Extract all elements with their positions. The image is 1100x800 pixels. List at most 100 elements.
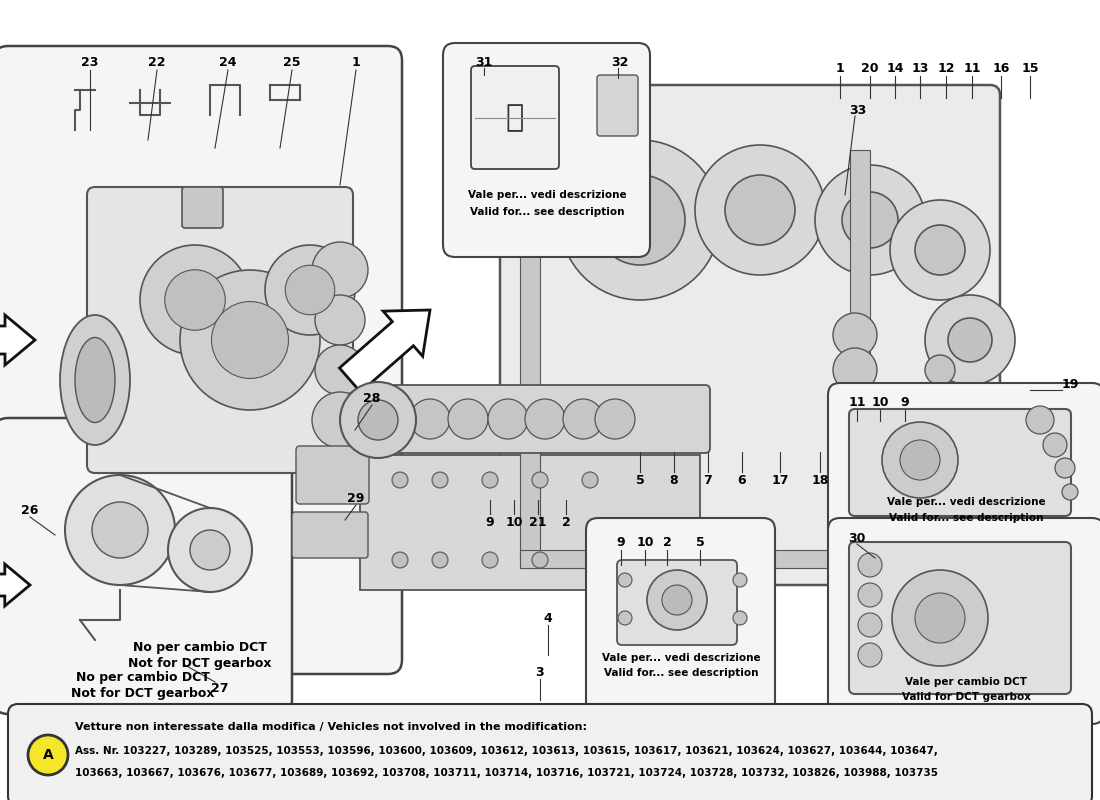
Circle shape (618, 611, 632, 625)
Circle shape (858, 583, 882, 607)
Text: 4: 4 (543, 611, 552, 625)
Circle shape (925, 355, 955, 385)
Text: 2: 2 (562, 515, 571, 529)
Text: 24: 24 (219, 55, 236, 69)
Circle shape (448, 399, 488, 439)
Bar (850, 150, 870, 550)
Circle shape (815, 165, 925, 275)
Circle shape (563, 399, 603, 439)
Circle shape (285, 266, 334, 314)
FancyBboxPatch shape (370, 385, 710, 453)
Circle shape (858, 553, 882, 577)
Text: Valid for... see description: Valid for... see description (470, 207, 625, 217)
Circle shape (695, 145, 825, 275)
Circle shape (915, 225, 965, 275)
Text: 30: 30 (848, 531, 866, 545)
Polygon shape (0, 564, 30, 606)
Circle shape (948, 318, 992, 362)
Circle shape (168, 508, 252, 592)
Circle shape (833, 383, 877, 427)
Text: 1: 1 (836, 62, 845, 74)
Circle shape (618, 573, 632, 587)
Text: 10: 10 (505, 515, 522, 529)
Text: 14: 14 (887, 62, 904, 74)
Text: Not for DCT gearbox: Not for DCT gearbox (72, 686, 214, 699)
Text: 9: 9 (617, 537, 625, 550)
Circle shape (977, 437, 993, 453)
Circle shape (140, 245, 250, 355)
Circle shape (733, 611, 747, 625)
Ellipse shape (60, 315, 130, 445)
Text: 2: 2 (662, 537, 671, 550)
Circle shape (662, 585, 692, 615)
Text: 33: 33 (849, 103, 867, 117)
Circle shape (925, 295, 1015, 385)
Text: 17: 17 (771, 474, 789, 486)
Text: 103663, 103667, 103676, 103677, 103689, 103692, 103708, 103711, 103714, 103716, : 103663, 103667, 103676, 103677, 103689, … (75, 768, 938, 778)
Text: 23: 23 (81, 55, 99, 69)
Circle shape (842, 192, 898, 248)
Polygon shape (360, 455, 700, 590)
Circle shape (315, 345, 365, 395)
Text: 20: 20 (861, 62, 879, 74)
FancyBboxPatch shape (849, 542, 1071, 694)
Polygon shape (0, 315, 35, 365)
Circle shape (595, 399, 635, 439)
Circle shape (482, 552, 498, 568)
FancyBboxPatch shape (8, 704, 1092, 800)
Text: 6: 6 (738, 474, 746, 486)
Text: Vale per... vedi descrizione: Vale per... vedi descrizione (887, 497, 1045, 507)
Circle shape (358, 400, 398, 440)
Text: 10: 10 (636, 537, 653, 550)
Bar (520, 200, 540, 560)
FancyBboxPatch shape (471, 66, 559, 169)
Text: Valid for... see description: Valid for... see description (889, 513, 1043, 523)
Circle shape (312, 242, 368, 298)
Circle shape (833, 348, 877, 392)
Circle shape (482, 472, 498, 488)
Text: 11: 11 (964, 62, 981, 74)
Circle shape (892, 570, 988, 666)
Bar (520, 550, 880, 568)
Text: 10: 10 (871, 397, 889, 410)
Circle shape (488, 399, 528, 439)
Text: 31: 31 (475, 55, 493, 69)
Text: 1: 1 (352, 55, 361, 69)
Ellipse shape (75, 338, 116, 422)
Circle shape (190, 530, 230, 570)
FancyBboxPatch shape (87, 187, 353, 473)
Circle shape (833, 418, 877, 462)
FancyBboxPatch shape (617, 560, 737, 645)
Text: 16: 16 (992, 62, 1010, 74)
Circle shape (858, 643, 882, 667)
Circle shape (915, 593, 965, 643)
Text: 5: 5 (636, 474, 645, 486)
Circle shape (65, 475, 175, 585)
FancyBboxPatch shape (0, 46, 402, 674)
Text: Valid for... see description: Valid for... see description (604, 668, 758, 678)
Circle shape (725, 175, 795, 245)
Text: A: A (43, 748, 54, 762)
FancyBboxPatch shape (292, 512, 368, 558)
Circle shape (948, 383, 972, 407)
Circle shape (432, 552, 448, 568)
FancyBboxPatch shape (849, 409, 1071, 516)
Circle shape (392, 552, 408, 568)
Circle shape (1062, 484, 1078, 500)
Circle shape (180, 270, 320, 410)
Circle shape (265, 245, 355, 335)
Circle shape (340, 382, 416, 458)
FancyBboxPatch shape (828, 518, 1100, 724)
FancyBboxPatch shape (500, 85, 1000, 585)
Text: 9: 9 (901, 397, 910, 410)
FancyBboxPatch shape (597, 75, 638, 136)
Circle shape (560, 140, 720, 300)
FancyBboxPatch shape (586, 518, 776, 724)
Text: 26: 26 (21, 503, 38, 517)
Text: Ass. Nr. 103227, 103289, 103525, 103553, 103596, 103600, 103609, 103612, 103613,: Ass. Nr. 103227, 103289, 103525, 103553,… (75, 746, 938, 756)
FancyBboxPatch shape (296, 446, 369, 504)
Text: No per cambio DCT: No per cambio DCT (76, 671, 210, 685)
FancyBboxPatch shape (182, 187, 223, 228)
Polygon shape (340, 310, 430, 392)
FancyBboxPatch shape (443, 43, 650, 257)
